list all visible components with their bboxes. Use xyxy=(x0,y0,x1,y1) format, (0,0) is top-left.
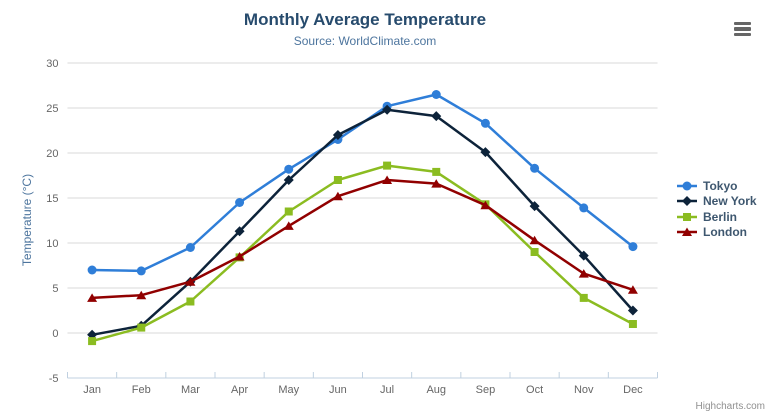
legend-label: London xyxy=(703,225,747,240)
data-point-marker[interactable] xyxy=(530,163,540,173)
data-point-marker[interactable] xyxy=(432,167,441,176)
y-tick-label: 25 xyxy=(46,103,58,115)
x-tick-label: Mar xyxy=(181,384,200,396)
data-point-marker[interactable] xyxy=(683,212,691,221)
data-point-marker[interactable] xyxy=(234,252,245,261)
data-point-marker[interactable] xyxy=(579,293,588,302)
data-point-marker[interactable] xyxy=(431,90,441,99)
legend-item-tokyo[interactable]: Tokyo xyxy=(676,178,757,194)
series-line-tokyo[interactable] xyxy=(92,93,634,273)
data-point-marker[interactable] xyxy=(88,337,97,346)
data-point-marker[interactable] xyxy=(682,227,692,237)
legend-label: New York xyxy=(703,194,757,209)
y-axis-title: Temperature (°C) xyxy=(20,173,34,267)
series-new-york[interactable] xyxy=(87,104,638,340)
legend-item-london[interactable]: London xyxy=(676,225,757,241)
data-point-marker[interactable] xyxy=(628,242,638,252)
chart-title: Monthly Average Temperature xyxy=(243,10,487,29)
data-point-marker[interactable] xyxy=(382,104,393,115)
data-point-marker[interactable] xyxy=(578,269,589,278)
data-point-marker[interactable] xyxy=(480,147,491,158)
data-point-marker[interactable] xyxy=(87,265,97,275)
data-point-marker[interactable] xyxy=(529,235,540,245)
data-point-marker[interactable] xyxy=(431,179,442,188)
data-point-marker[interactable] xyxy=(382,175,393,185)
data-point-marker[interactable] xyxy=(530,248,539,256)
y-tick-label: 5 xyxy=(52,283,58,295)
data-point-marker[interactable] xyxy=(682,181,692,191)
data-point-marker[interactable] xyxy=(284,207,293,216)
x-tick-label: Jul xyxy=(380,384,394,396)
series-line-berlin[interactable] xyxy=(91,164,634,343)
x-tick-label: Apr xyxy=(231,384,248,396)
y-tick-label: 0 xyxy=(52,328,58,340)
data-point-marker[interactable] xyxy=(136,290,147,300)
y-tick-label: 10 xyxy=(46,238,58,250)
export-menu-button[interactable] xyxy=(728,18,756,42)
x-tick-label: May xyxy=(278,384,299,396)
data-point-marker[interactable] xyxy=(628,320,637,328)
chart-subtitle: Source: WorldClimate.com xyxy=(293,34,437,48)
data-point-marker[interactable] xyxy=(431,111,442,122)
data-point-marker[interactable] xyxy=(383,161,392,170)
data-point-marker[interactable] xyxy=(136,266,146,276)
data-point-marker[interactable] xyxy=(87,293,98,302)
y-tick-label: -5 xyxy=(49,373,59,385)
data-point-marker[interactable] xyxy=(682,196,692,207)
y-tick-label: 15 xyxy=(46,193,58,205)
x-tick-label: Sep xyxy=(476,384,496,396)
data-point-marker[interactable] xyxy=(332,130,343,140)
series-tokyo[interactable] xyxy=(87,90,638,276)
data-point-marker[interactable] xyxy=(627,305,638,316)
data-point-marker[interactable] xyxy=(578,250,589,261)
data-point-marker[interactable] xyxy=(284,164,294,174)
diamond-marker-icon xyxy=(677,196,697,207)
highcharts-credit-link[interactable]: Highcharts.com xyxy=(695,401,765,412)
data-point-marker[interactable] xyxy=(480,200,491,210)
legend-item-new-york[interactable]: New York xyxy=(676,194,757,210)
data-point-marker[interactable] xyxy=(186,297,195,306)
data-point-marker[interactable] xyxy=(283,175,294,185)
x-tick-label: Feb xyxy=(132,384,151,396)
legend-label: Tokyo xyxy=(703,178,738,193)
data-point-marker[interactable] xyxy=(185,243,195,252)
x-tick-label: Nov xyxy=(574,384,594,396)
data-point-marker[interactable] xyxy=(234,226,245,237)
series-line-new-york[interactable] xyxy=(91,108,634,337)
data-point-marker[interactable] xyxy=(480,118,490,128)
legend-label: Berlin xyxy=(703,209,738,224)
square-marker-icon xyxy=(677,212,697,221)
hamburger-icon xyxy=(733,21,751,37)
y-tick-label: 30 xyxy=(46,58,58,70)
circle-marker-icon xyxy=(677,181,697,191)
x-tick-label: Oct xyxy=(526,384,543,396)
triangle-marker-icon xyxy=(677,227,697,237)
y-tick-label: 20 xyxy=(46,148,58,160)
x-tick-label: Dec xyxy=(623,384,643,396)
series-line-london[interactable] xyxy=(92,178,634,300)
data-point-marker[interactable] xyxy=(529,201,540,212)
x-tick-label: Jan xyxy=(83,384,101,396)
data-point-marker[interactable] xyxy=(283,221,294,230)
data-point-marker[interactable] xyxy=(235,198,245,207)
data-point-marker[interactable] xyxy=(185,277,196,286)
series-london[interactable] xyxy=(87,175,638,302)
legend: Tokyo New York Berlin London xyxy=(676,178,757,240)
data-point-marker[interactable] xyxy=(137,323,146,332)
data-point-marker[interactable] xyxy=(627,285,638,294)
data-point-marker[interactable] xyxy=(332,191,343,201)
x-tick-label: Aug xyxy=(426,384,446,396)
data-point-marker[interactable] xyxy=(579,203,589,213)
x-tick-label: Jun xyxy=(329,384,347,396)
data-point-marker[interactable] xyxy=(333,176,342,184)
legend-item-berlin[interactable]: Berlin xyxy=(676,209,757,225)
